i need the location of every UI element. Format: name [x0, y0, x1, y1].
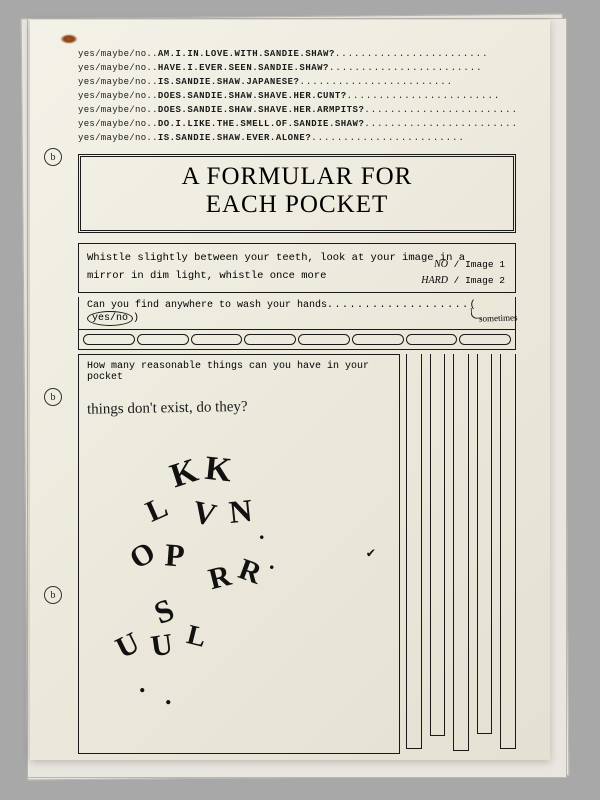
scattered-letter: N [227, 494, 253, 528]
scattered-letter: L [184, 621, 209, 653]
chain-link [83, 334, 135, 345]
chain-link [406, 334, 458, 345]
rust-stain [60, 34, 78, 44]
question-line: yes/maybe/no..HAVE.I.EVER.SEEN.SANDIE.SH… [78, 62, 516, 76]
page: b b b yes/maybe/no..AM.I.IN.LOVE.WITH.SA… [30, 20, 550, 760]
chain-link [244, 334, 296, 345]
circled-option: yes/no [87, 311, 133, 326]
vertical-bar [430, 354, 446, 736]
scattered-letter: L [142, 492, 172, 528]
scattered-letter: . [269, 551, 275, 573]
scattered-letter: P [164, 538, 186, 571]
vertical-bar [453, 354, 469, 751]
scattered-letter: S [150, 593, 178, 629]
scattered-letter: K [166, 453, 202, 494]
chain-link [298, 334, 350, 345]
chain-link [352, 334, 404, 345]
scattered-letters: KKLVNOPRRSUUL.... [109, 445, 349, 735]
punch-hole: b [44, 148, 62, 166]
chain-border [78, 330, 516, 350]
instruction-box: Whistle slightly between your teeth, loo… [78, 243, 516, 293]
paper-stack: b b b yes/maybe/no..AM.I.IN.LOVE.WITH.SA… [30, 20, 570, 780]
pocket-question: How many reasonable things can you have … [87, 361, 391, 383]
wash-hands-line: Can you find anywhere to wash your hands… [78, 297, 516, 330]
vertical-bar [477, 354, 493, 734]
vertical-bars [406, 354, 516, 754]
main-area: How many reasonable things can you have … [78, 354, 516, 754]
vertical-bar [500, 354, 516, 749]
image-answers: NO / Image 1 HARD / Image 2 [421, 257, 505, 288]
scattered-letter: . [139, 671, 146, 697]
chain-link [459, 334, 511, 345]
scattered-letter: K [203, 451, 233, 488]
chain-link [191, 334, 243, 345]
chain-link [137, 334, 189, 345]
question-line: yes/maybe/no..DOES.SANDIE.SHAW.SHAVE.HER… [78, 104, 516, 118]
handwritten-note: things don't exist, do they? [87, 396, 391, 418]
question-line: yes/maybe/no..IS.SANDIE.SHAW.EVER.ALONE? [78, 132, 516, 146]
scattered-letter: . [165, 683, 172, 709]
punch-hole: b [44, 586, 62, 604]
scattered-letter: R [206, 561, 234, 595]
scattered-letter: . [259, 521, 265, 543]
tick-mark: ✔ [367, 545, 375, 562]
scattered-letter: V [190, 495, 219, 531]
page-title: A FORMULAR FOREACH POCKET [91, 163, 503, 221]
question-line: yes/maybe/no..IS.SANDIE.SHAW.JAPANESE? [78, 76, 516, 90]
instruction-text: Whistle slightly between your teeth, loo… [87, 252, 465, 282]
question-line: yes/maybe/no..AM.I.IN.LOVE.WITH.SANDIE.S… [78, 48, 516, 62]
scattered-letter: O [125, 537, 160, 575]
scattered-letter: R [235, 554, 266, 590]
handwritten-annotation: sometimes [478, 312, 517, 323]
punch-hole: b [44, 388, 62, 406]
vertical-bar [406, 354, 422, 749]
pocket-box: How many reasonable things can you have … [78, 354, 400, 754]
scattered-letter: U [149, 629, 175, 662]
question-line: yes/maybe/no..DOES.SANDIE.SHAW.SHAVE.HER… [78, 90, 516, 104]
title-box: A FORMULAR FOREACH POCKET [78, 154, 516, 234]
scattered-letter: U [112, 628, 145, 664]
question-list: yes/maybe/no..AM.I.IN.LOVE.WITH.SANDIE.S… [78, 48, 516, 146]
question-line: yes/maybe/no..DO.I.LIKE.THE.SMELL.OF.SAN… [78, 118, 516, 132]
